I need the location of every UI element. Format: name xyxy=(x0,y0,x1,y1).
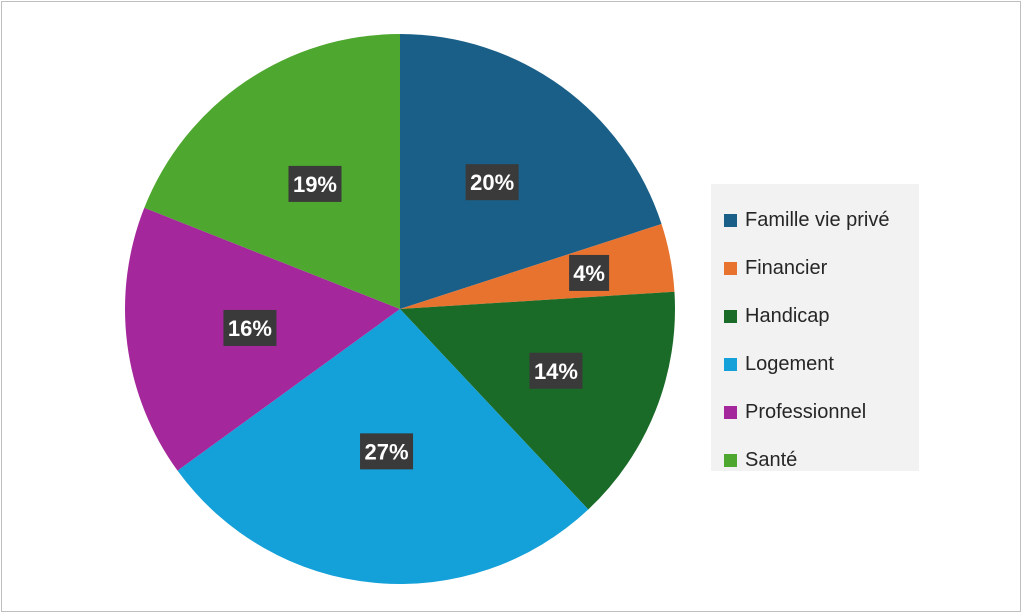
data-label-box-logement xyxy=(360,433,414,470)
data-label-text-handicap: 14% xyxy=(534,359,578,384)
pie-slice-sante xyxy=(144,34,400,309)
legend-swatch-financier xyxy=(724,261,737,275)
legend-item-famille: Famille vie privé xyxy=(711,196,919,244)
data-label-sante: 19% xyxy=(288,165,342,202)
data-label-box-financier xyxy=(569,254,610,291)
legend-label-famille: Famille vie privé xyxy=(745,208,890,231)
data-label-professionnel: 16% xyxy=(223,309,277,346)
pie-slice-famille xyxy=(400,34,662,309)
data-label-text-professionnel: 16% xyxy=(228,316,272,341)
data-label-famille: 20% xyxy=(465,164,519,201)
legend-label-sante: Santé xyxy=(745,448,798,471)
legend-swatch-logement xyxy=(724,357,737,371)
legend-item-sante: Santé xyxy=(711,436,919,484)
legend-label-professionnel: Professionnel xyxy=(745,400,867,423)
data-label-text-financier: 4% xyxy=(573,261,605,286)
chart-legend: Famille vie privé Financier Handicap Log… xyxy=(711,184,919,471)
legend-swatch-sante xyxy=(724,453,737,467)
legend-swatch-famille xyxy=(724,213,737,227)
data-label-logement: 27% xyxy=(360,433,414,470)
data-label-text-logement: 27% xyxy=(365,439,409,464)
data-label-box-famille xyxy=(465,164,519,201)
legend-swatch-professionnel xyxy=(724,405,737,419)
legend-item-professionnel: Professionnel xyxy=(711,388,919,436)
data-label-financier: 4% xyxy=(569,254,610,291)
legend-item-handicap: Handicap xyxy=(711,292,919,340)
data-label-box-professionnel xyxy=(223,309,277,346)
legend-swatch-handicap xyxy=(724,309,737,323)
legend-label-logement: Logement xyxy=(745,352,834,375)
pie-slice-handicap xyxy=(400,291,675,510)
data-label-text-famille: 20% xyxy=(470,170,514,195)
legend-label-financier: Financier xyxy=(745,256,828,279)
legend-label-handicap: Handicap xyxy=(745,304,830,327)
legend-item-logement: Logement xyxy=(711,340,919,388)
data-label-text-sante: 19% xyxy=(293,172,337,197)
data-label-box-handicap xyxy=(529,352,583,389)
data-label-handicap: 14% xyxy=(529,352,583,389)
data-label-box-sante xyxy=(288,165,342,202)
legend-item-financier: Financier xyxy=(711,244,919,292)
